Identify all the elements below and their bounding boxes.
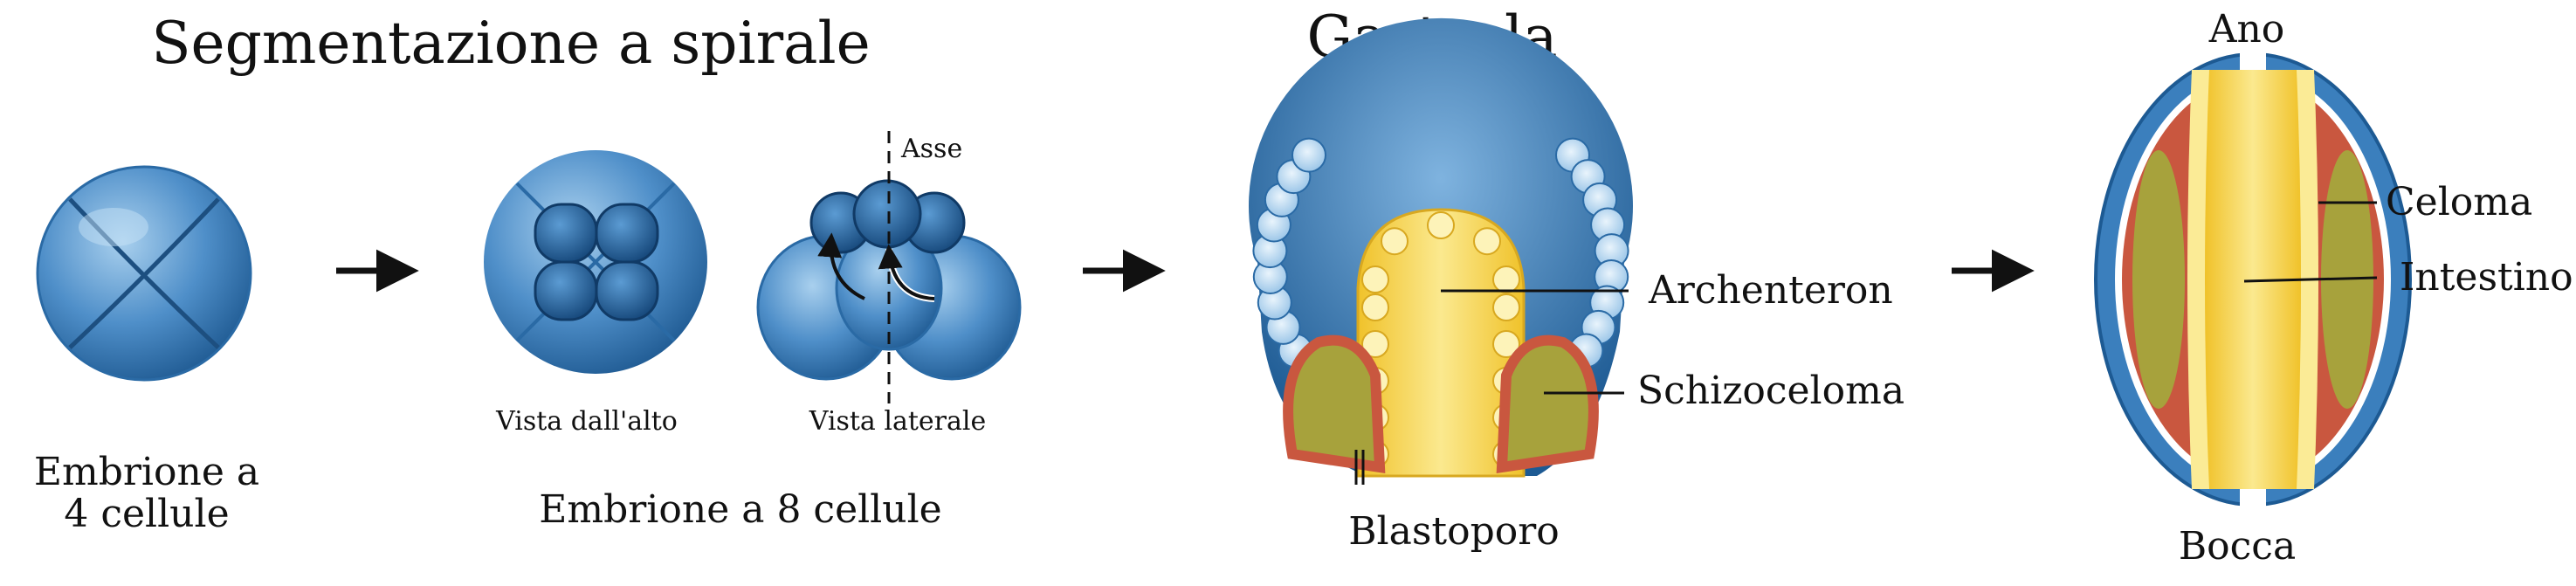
- embryo-8-top-view: [484, 150, 707, 374]
- embryo-4-label-line2: 4 cellule: [64, 492, 229, 536]
- embryo-4-label-line1: Embrione a: [34, 450, 259, 494]
- endoderm-cell: [1492, 265, 1520, 293]
- embryo-8-label: Embrione a 8 cellule: [539, 487, 941, 532]
- embryo-8-side-view: [756, 131, 1022, 403]
- mouth-label: Bocca: [2179, 524, 2296, 569]
- coelom-label: Celoma: [2386, 180, 2532, 224]
- embryo-4-cells: [36, 165, 252, 382]
- side-view-label: Vista laterale: [809, 406, 986, 437]
- intestine-leader: [2243, 276, 2378, 283]
- archenteron-shape: [1356, 208, 1526, 478]
- endoderm-cell: [1381, 227, 1409, 256]
- endoderm-cell: [1361, 293, 1389, 321]
- ectoderm-cell: [1291, 137, 1326, 173]
- schizocoel-left: [1283, 334, 1386, 474]
- archenteron-label: Archenteron: [1648, 268, 1893, 313]
- gastrula: [1248, 17, 1634, 485]
- coelom-left: [2132, 150, 2185, 409]
- intestine: [2205, 70, 2301, 489]
- endoderm-cell: [1473, 227, 1501, 256]
- axis-label: Asse: [900, 134, 962, 164]
- endoderm-cell: [1427, 211, 1455, 239]
- schizocoel-right: [1496, 334, 1599, 474]
- top-view-label: Vista dall'alto: [495, 406, 678, 437]
- anus-label: Ano: [2208, 7, 2285, 52]
- endoderm-cell: [1492, 293, 1520, 321]
- adult-body-plan: [2094, 52, 2412, 507]
- endoderm-cell: [1361, 330, 1389, 358]
- endoderm-cell: [1492, 330, 1520, 358]
- schizocoel-label: Schizoceloma: [1637, 369, 1904, 413]
- endoderm-cell: [1361, 265, 1389, 293]
- segmentation-title: Segmentazione a spirale: [151, 10, 870, 77]
- blastopore-label: Blastoporo: [1348, 509, 1560, 554]
- intestine-label: Intestino: [2400, 255, 2573, 300]
